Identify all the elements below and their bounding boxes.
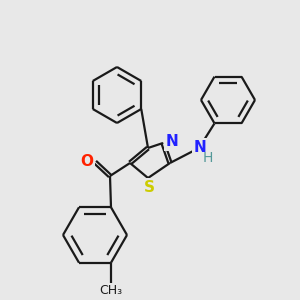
Text: CH₃: CH₃ [99,284,123,297]
Text: N: N [166,134,178,149]
Text: O: O [80,154,94,169]
Text: H: H [203,151,213,165]
Text: N: N [194,140,206,154]
Text: S: S [143,179,155,194]
